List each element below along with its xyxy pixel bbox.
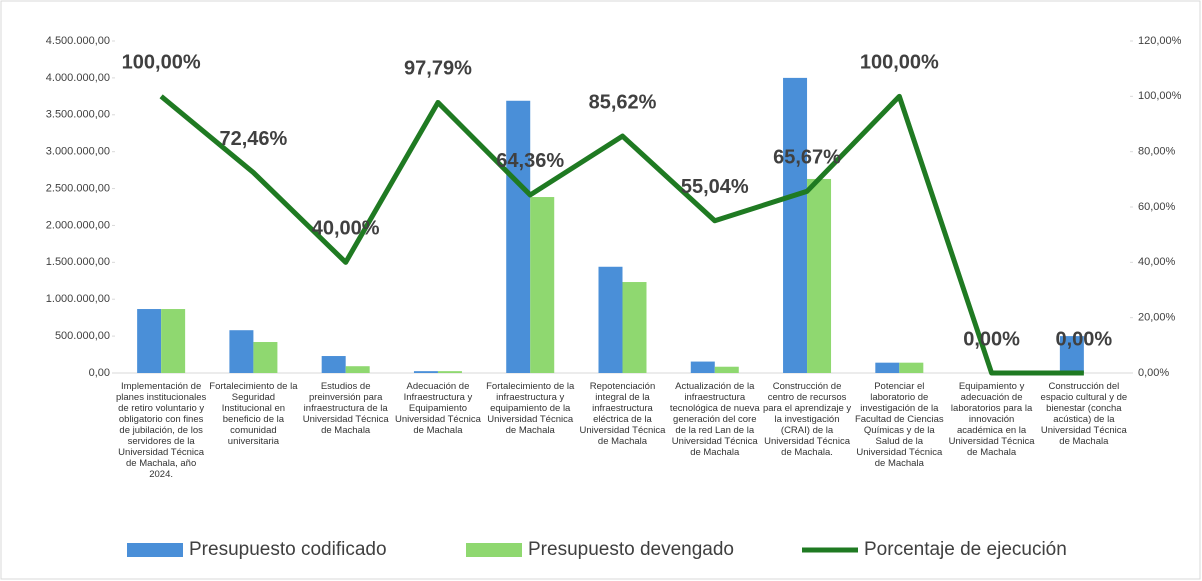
y-tick-label: 500.000,00 <box>55 330 110 342</box>
bar <box>807 178 832 373</box>
x-tick-label: Construcción de centro de recursos para … <box>762 381 852 458</box>
data-label: 55,04% <box>681 176 749 198</box>
data-label: 0,00% <box>1056 328 1113 350</box>
y-tick-label: 4.000.000,00 <box>46 72 110 84</box>
bar <box>875 362 900 373</box>
y2-tick-label: 20,00% <box>1138 312 1176 324</box>
x-tick-label: Fortalecimiento de la infraestructura y … <box>486 381 575 436</box>
bar <box>137 309 162 373</box>
bar <box>229 330 254 373</box>
bar <box>437 371 462 373</box>
data-label: 100,00% <box>122 52 201 74</box>
x-tick-label: Potenciar el laboratorio de investigació… <box>854 381 944 469</box>
data-label: 85,62% <box>589 91 657 113</box>
x-tick-label: Actualización de la infraestructura tecn… <box>669 381 760 458</box>
legend-label: Presupuesto codificado <box>189 539 387 560</box>
bar <box>899 362 924 373</box>
bar <box>783 77 808 373</box>
y-tick-label: 4.500.000,00 <box>46 35 110 47</box>
legend-label: Porcentaje de ejecución <box>864 539 1067 560</box>
x-tick-label: Construcción del espacio cultural y de b… <box>1040 381 1128 447</box>
y2-tick-label: 80,00% <box>1138 146 1176 158</box>
y2-tick-label: 120,00% <box>1138 35 1182 47</box>
x-tick-label: Estudios de preinversión para infraestru… <box>302 381 389 436</box>
x-tick-label: Fortalecimiento de la Seguridad Instituc… <box>209 381 298 447</box>
y2-tick-label: 100,00% <box>1138 90 1182 102</box>
bar <box>690 361 715 373</box>
bar <box>506 100 531 373</box>
bar <box>345 366 370 373</box>
data-label: 64,36% <box>496 150 564 172</box>
y-tick-label: 0,00 <box>89 367 110 379</box>
data-label: 0,00% <box>963 328 1020 350</box>
legend-swatch <box>466 543 522 557</box>
legend-label: Presupuesto devengado <box>528 539 734 560</box>
y2-tick-label: 60,00% <box>1138 201 1176 213</box>
line <box>159 93 1084 376</box>
y-tick-label: 2.000.000,00 <box>46 219 110 231</box>
y-tick-label: 1.000.000,00 <box>46 293 110 305</box>
bar <box>321 356 346 373</box>
x-tick-label: Adecuación de Infraestructura y Equipami… <box>394 381 481 436</box>
x-tick-label: Equipamiento y adecuación de laboratorio… <box>948 381 1035 458</box>
x-tick-label: Repotenciación integral de la infraestru… <box>579 381 666 447</box>
y-tick-label: 1.500.000,00 <box>46 256 110 268</box>
legend-swatch <box>127 543 183 557</box>
y2-tick-label: 40,00% <box>1138 256 1176 268</box>
y2-tick-label: 0,00% <box>1138 367 1169 379</box>
data-label: 65,67% <box>773 147 841 169</box>
bar <box>622 282 647 373</box>
data-label: 40,00% <box>312 218 380 240</box>
x-tick-label: Implementación de planes institucionales… <box>115 381 207 480</box>
y-tick-label: 2.500.000,00 <box>46 182 110 194</box>
bar <box>161 309 186 373</box>
bar <box>1059 336 1084 373</box>
data-label: 97,79% <box>404 58 472 80</box>
bar <box>253 342 278 373</box>
data-label: 100,00% <box>860 52 939 74</box>
bar <box>413 371 438 373</box>
y-tick-label: 3.500.000,00 <box>46 109 110 121</box>
bar <box>530 197 555 373</box>
bar <box>714 366 739 373</box>
data-label: 72,46% <box>219 128 287 150</box>
bar <box>598 266 623 373</box>
y-tick-label: 3.000.000,00 <box>46 146 110 158</box>
